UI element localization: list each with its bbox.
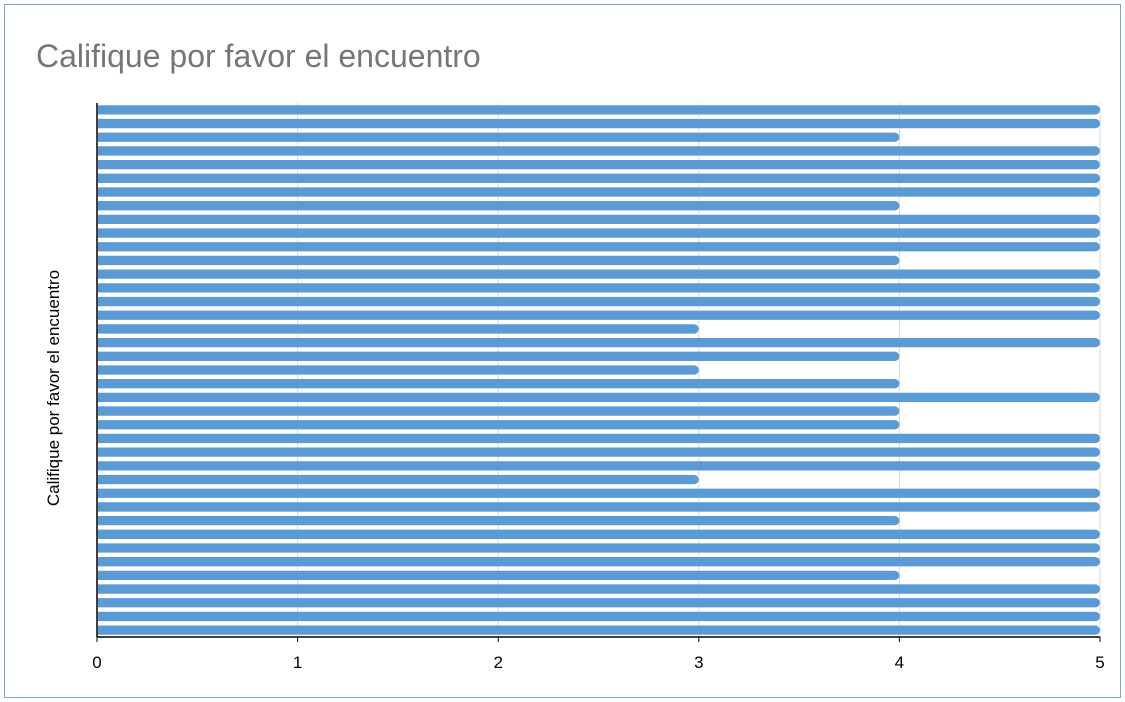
- bar-25: [98, 433, 1100, 444]
- bar-37: [98, 598, 1100, 608]
- bar-11: [98, 242, 1100, 252]
- bar-14: [98, 283, 1100, 293]
- bar-28: [98, 474, 699, 485]
- chart-title: Califique por favor el encuentro: [36, 38, 481, 74]
- bar-16: [98, 310, 1100, 320]
- bar-3: [98, 132, 900, 142]
- bar-23: [98, 406, 900, 416]
- bar-18: [98, 337, 1100, 348]
- bar-34: [98, 557, 1100, 567]
- bar-1: [98, 105, 1100, 115]
- bar-32: [98, 529, 1100, 539]
- bar-35: [98, 570, 900, 581]
- bar-22: [98, 392, 1100, 403]
- bar-33: [98, 543, 1100, 553]
- x-tick-label: 2: [493, 653, 502, 672]
- bar-20: [98, 365, 699, 375]
- bar-12: [98, 255, 900, 266]
- bar-21: [98, 379, 900, 389]
- bar-10: [98, 228, 1100, 238]
- bar-13: [98, 269, 1100, 279]
- y-axis-label: Califique por favor el encuentro: [44, 270, 63, 506]
- bar-31: [98, 515, 900, 526]
- axes: [96, 103, 1100, 638]
- bar-15: [98, 296, 1100, 307]
- bar-29: [98, 488, 1100, 498]
- bar-4: [98, 146, 1100, 156]
- bar-39: [98, 625, 1100, 635]
- x-tick-label: 3: [694, 653, 703, 672]
- x-tick-label: 0: [92, 653, 101, 672]
- bar-27: [98, 461, 1100, 471]
- x-tick-label: 5: [1095, 653, 1104, 672]
- x-tick-label: 1: [293, 653, 302, 672]
- bar-24: [98, 420, 900, 430]
- tick-labels: 0 1 2 3 4 5: [92, 637, 1105, 672]
- bar-2: [98, 118, 1100, 129]
- bar-5: [98, 159, 1100, 170]
- bar-8: [98, 201, 900, 211]
- bar-26: [98, 447, 1100, 457]
- bar-17: [98, 324, 699, 334]
- bars: [98, 105, 1100, 635]
- bar-6: [98, 173, 1100, 183]
- x-tick-label: 4: [895, 653, 904, 672]
- bar-38: [98, 611, 1100, 622]
- bar-19: [98, 351, 900, 361]
- bar-30: [98, 502, 1100, 512]
- bar-36: [98, 584, 1100, 594]
- bar-9: [98, 214, 1100, 225]
- bar-7: [98, 187, 1100, 197]
